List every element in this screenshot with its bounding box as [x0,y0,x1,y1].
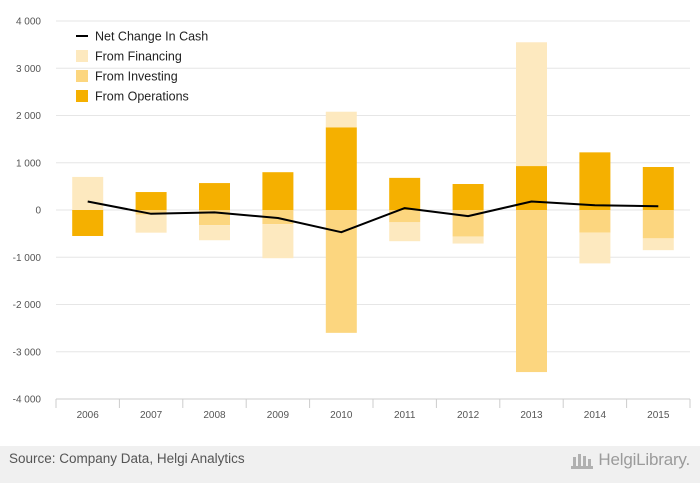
bar-from-investing [516,210,547,373]
brand-name: HelgiLibrary. [598,450,690,469]
x-tick-label: 2006 [77,410,100,421]
bar-from-investing [389,210,421,223]
bar-from-financing [262,224,294,259]
bar-from-financing [199,225,230,241]
y-tick-label: -3 000 [13,347,42,358]
y-tick-label: -2 000 [13,300,42,311]
legend: Net Change In Cash From Financing From Inv… [76,30,208,104]
x-tick-label: 2012 [457,410,480,421]
bar-from-financing [579,232,611,264]
bar-from-financing [389,222,421,242]
axes: 4 000 3 000 2 000 1 000 0 -1 000 -2 000 -3 000 -… [13,17,691,421]
y-tick-label: 3 000 [16,64,41,75]
x-tick-label: 2011 [394,410,416,421]
y-tick-label: 0 [35,206,41,217]
y-tick-label: -1 000 [13,253,42,264]
bar-from-investing [135,210,167,215]
bars [72,42,674,373]
footer: Source: Company Data, Helgi Analytics He… [0,446,700,483]
y-tick-label: 2 000 [16,111,41,122]
source-text: Source: Company Data, Helgi Analytics [9,451,245,466]
y-tick-label: -4 000 [13,395,42,406]
bar-from-operations [389,177,421,210]
legend-label: Net Change In Cash [95,30,208,44]
x-tick-label: 2013 [520,410,543,421]
bar-from-investing [642,210,674,239]
chart-area: 4 000 3 000 2 000 1 000 0 -1 000 -2 000 -3 000 -… [13,17,691,421]
y-tick-label: 4 000 [16,17,41,28]
net-change-line-group [87,200,659,234]
legend-label: From Operations [95,90,189,104]
bar-from-financing [72,176,104,210]
net-change-line [87,200,659,234]
bar-from-financing [135,214,167,233]
bar-from-operations [325,127,357,210]
x-tick-label: 2007 [140,410,163,421]
bar-from-operations [135,192,167,210]
legend-swatch [76,50,88,62]
legend-label: From Financing [95,50,182,64]
cash-flow-chart: 4 000 3 000 2 000 1 000 0 -1 000 -2 000 -3 000 -… [13,17,691,421]
bar-from-investing [579,210,611,233]
bar-from-operations [642,167,674,210]
y-tick-label: 1 000 [16,158,41,169]
x-tick-label: 2008 [203,410,226,421]
library-columns-icon [571,454,594,469]
legend-swatch [76,70,88,82]
bar-from-financing [452,236,484,244]
bar-from-operations [72,210,104,236]
bar-from-operations [199,183,230,210]
x-tick-label: 2015 [647,410,670,421]
x-tick-label: 2009 [267,410,290,421]
bar-from-operations [579,152,611,210]
brand-logo[interactable]: HelgiLibrary. [570,450,690,470]
x-tick-label: 2014 [584,410,607,421]
legend-swatch [76,90,88,102]
bar-from-operations [262,172,294,210]
x-tick-label: 2010 [330,410,353,421]
bar-from-financing [516,42,547,167]
bar-from-financing [325,111,357,128]
bar-from-operations [452,184,484,210]
bar-from-financing [642,238,674,251]
legend-label: From Investing [95,70,178,84]
